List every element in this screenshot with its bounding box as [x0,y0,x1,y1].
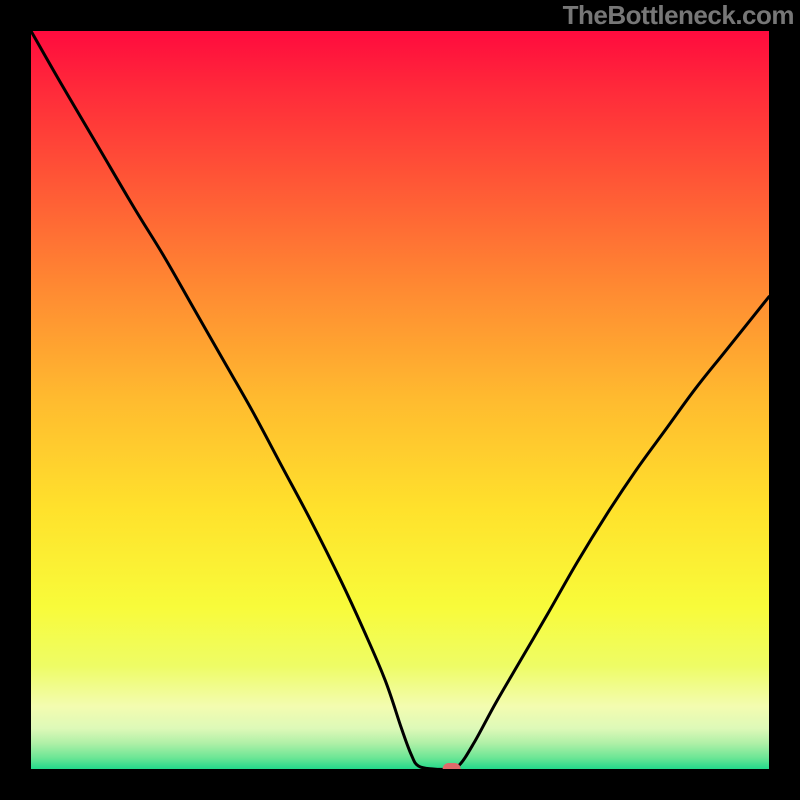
frame-left [0,0,31,800]
plot-background [31,31,769,769]
frame-bottom [0,769,800,800]
watermark-text: TheBottleneck.com [563,0,794,31]
bottleneck-chart [0,0,800,800]
frame-right [769,0,800,800]
chart-container: TheBottleneck.com [0,0,800,800]
